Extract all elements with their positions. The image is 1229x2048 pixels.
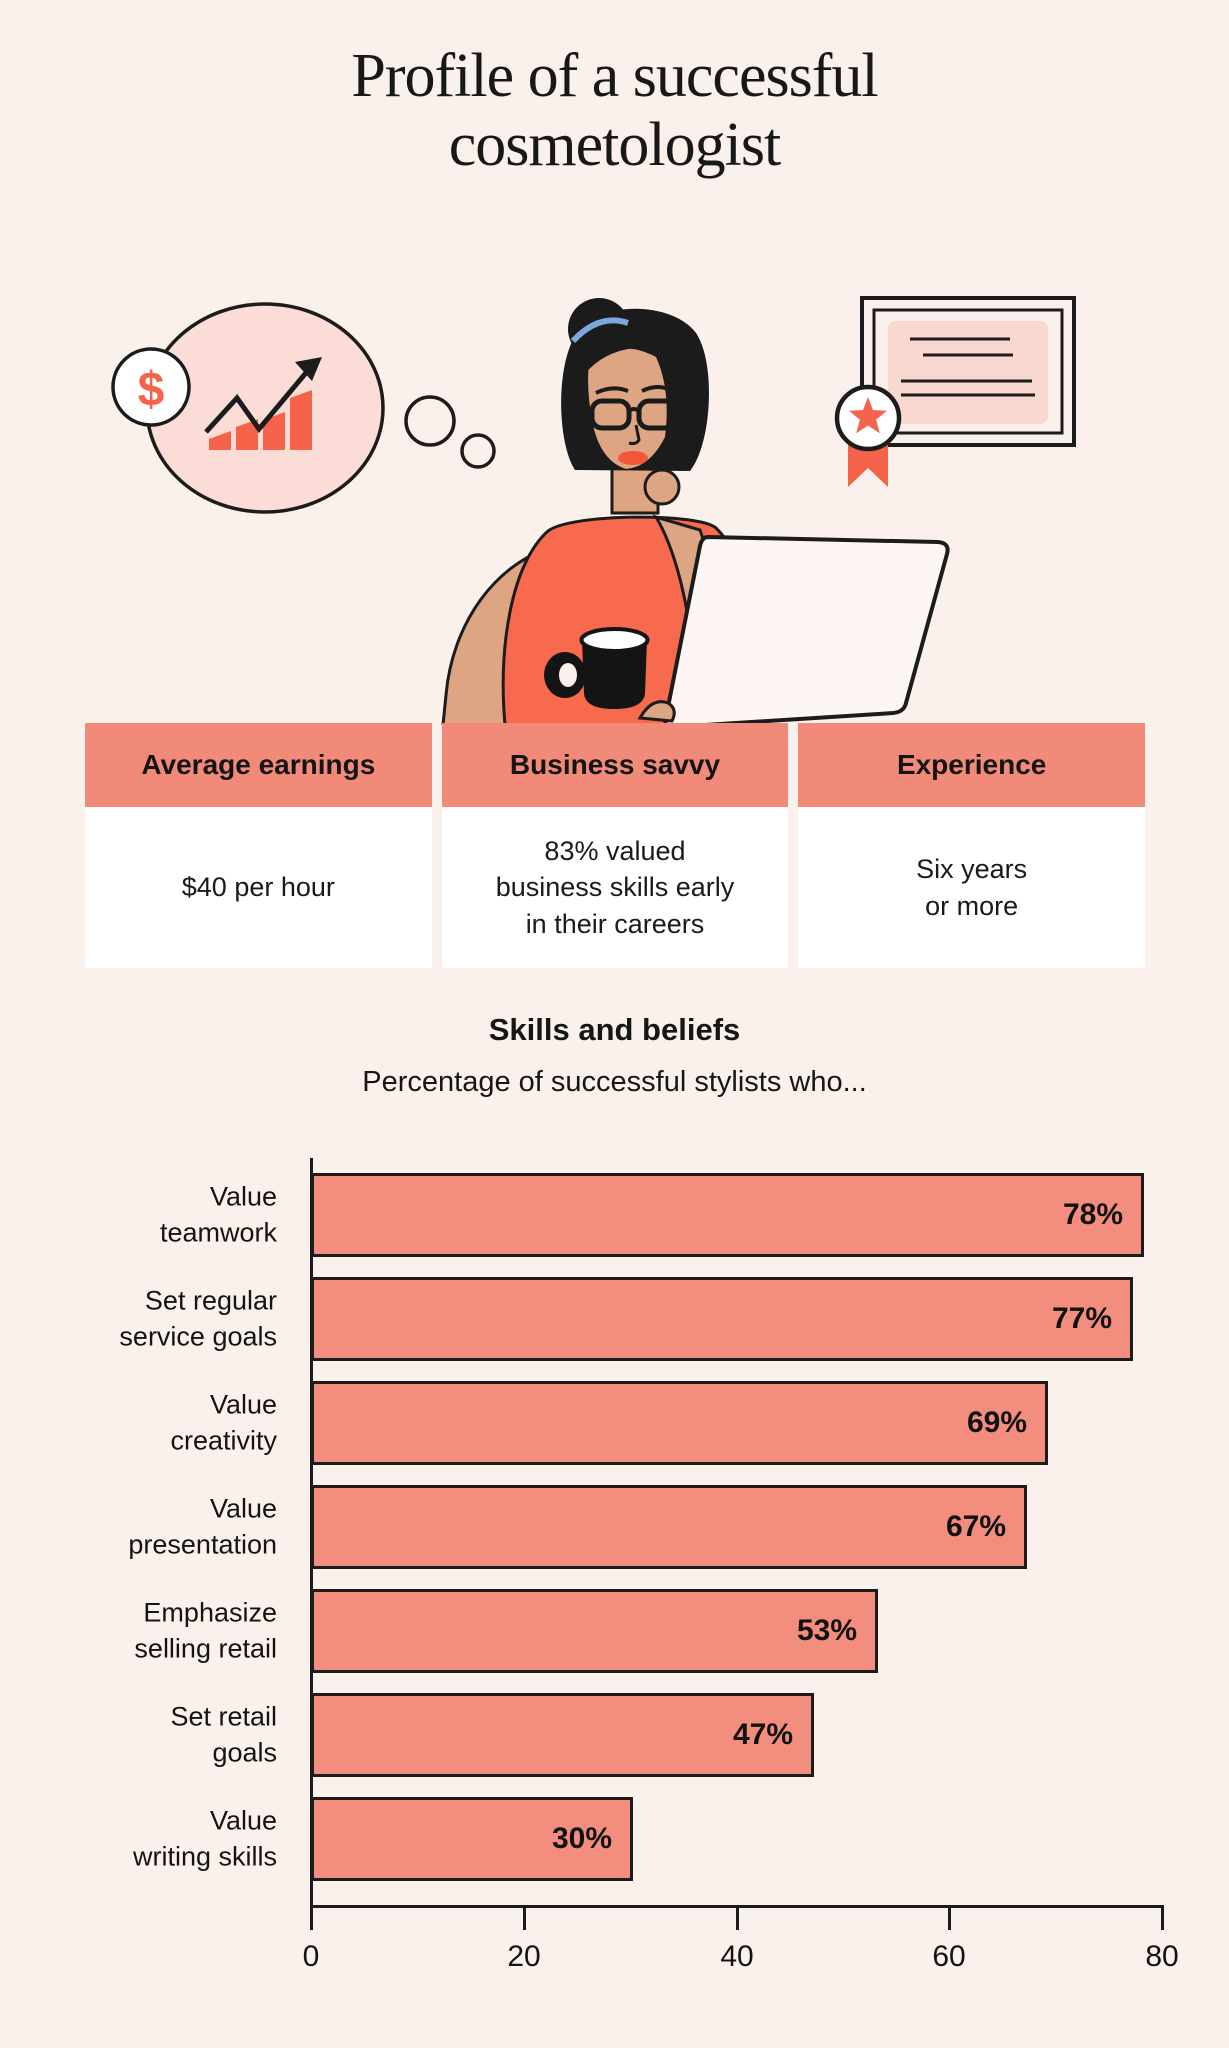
bar-value-label: 69% bbox=[966, 1406, 1027, 1439]
bar-value-label: 47% bbox=[732, 1718, 793, 1751]
bar-row: Value creativity 69% bbox=[0, 1381, 1229, 1465]
x-axis-tick-label: 80 bbox=[1145, 1940, 1179, 1973]
hand bbox=[643, 468, 681, 506]
bar-row: Value presentation 67% bbox=[0, 1485, 1229, 1569]
stats-header-business-savvy: Business savvy bbox=[441, 723, 789, 807]
stats-value-experience: Six years or more bbox=[798, 807, 1145, 968]
bar-category-label: Value teamwork bbox=[159, 1181, 277, 1247]
bar-value-label: 78% bbox=[1062, 1198, 1123, 1231]
bar-value-label: 77% bbox=[1051, 1302, 1112, 1335]
bar: 30% bbox=[311, 1797, 633, 1881]
laptop-icon bbox=[663, 534, 950, 725]
hair-tie bbox=[570, 317, 629, 344]
chart-y-axis bbox=[310, 1158, 313, 1908]
bar-category-label: Value writing skills bbox=[132, 1805, 277, 1871]
x-axis-tick-label: 20 bbox=[507, 1940, 541, 1973]
x-axis-tick bbox=[1161, 1905, 1164, 1930]
chart-x-axis bbox=[310, 1905, 1164, 1908]
bar: 69% bbox=[311, 1381, 1048, 1465]
stats-header-average-earnings: Average earnings bbox=[85, 723, 432, 807]
bar: 47% bbox=[311, 1693, 814, 1777]
x-axis-tick bbox=[736, 1905, 739, 1930]
bar-row: Value teamwork 78% bbox=[0, 1173, 1229, 1257]
medal-star-icon bbox=[834, 384, 902, 487]
coffee-mug-icon bbox=[544, 627, 650, 709]
certificate-icon bbox=[834, 296, 1076, 487]
woman-at-laptop bbox=[441, 298, 950, 725]
stats-header-experience: Experience bbox=[798, 723, 1145, 807]
bar-category-label: Set regular service goals bbox=[119, 1285, 277, 1351]
chart-subtitle: Percentage of successful stylists who... bbox=[362, 1066, 867, 1098]
x-axis-tick-label: 0 bbox=[302, 1940, 320, 1973]
x-axis-tick-label: 60 bbox=[932, 1940, 966, 1973]
glasses-icon bbox=[589, 398, 679, 431]
bar-row: Set retail goals 47% bbox=[0, 1693, 1229, 1777]
bar-row: Set regular service goals 77% bbox=[0, 1277, 1229, 1361]
thought-dots bbox=[404, 395, 496, 469]
bar-category-label: Set retail goals bbox=[170, 1701, 277, 1767]
bar-row: Value writing skills 30% bbox=[0, 1797, 1229, 1881]
money-growth-thought-bubble: $ bbox=[111, 302, 385, 514]
bar: 78% bbox=[311, 1173, 1144, 1257]
lips bbox=[618, 451, 648, 465]
stats-value-business-savvy: 83% valued business skills early in thei… bbox=[441, 807, 789, 968]
chart-title: Skills and beliefs bbox=[488, 1012, 741, 1047]
x-axis-tick bbox=[948, 1905, 951, 1930]
x-axis-tick bbox=[523, 1905, 526, 1930]
stats-table: Average earnings Business savvy Experien… bbox=[85, 723, 1145, 968]
bar-value-label: 67% bbox=[945, 1510, 1006, 1543]
bar-category-label: Emphasize selling retail bbox=[134, 1597, 277, 1663]
bar-row: Emphasize selling retail 53% bbox=[0, 1589, 1229, 1673]
bar: 53% bbox=[311, 1589, 878, 1673]
header-illustration: $ bbox=[111, 296, 1076, 725]
bar-value-label: 53% bbox=[796, 1614, 857, 1647]
bar-value-label: 30% bbox=[551, 1822, 612, 1855]
bar-category-label: Value presentation bbox=[128, 1493, 277, 1559]
growth-chart-icon bbox=[204, 357, 322, 450]
bar: 77% bbox=[311, 1277, 1133, 1361]
page-title: Profile of a successful cosmetologist bbox=[351, 42, 878, 180]
bar-category-label: Value creativity bbox=[170, 1389, 277, 1455]
stats-value-average-earnings: $40 per hour bbox=[85, 807, 432, 968]
svg-text:$: $ bbox=[138, 364, 165, 417]
dollar-icon: $ bbox=[111, 347, 191, 427]
bar: 67% bbox=[311, 1485, 1027, 1569]
x-axis-tick bbox=[310, 1905, 313, 1930]
x-axis-tick-label: 40 bbox=[720, 1940, 754, 1973]
